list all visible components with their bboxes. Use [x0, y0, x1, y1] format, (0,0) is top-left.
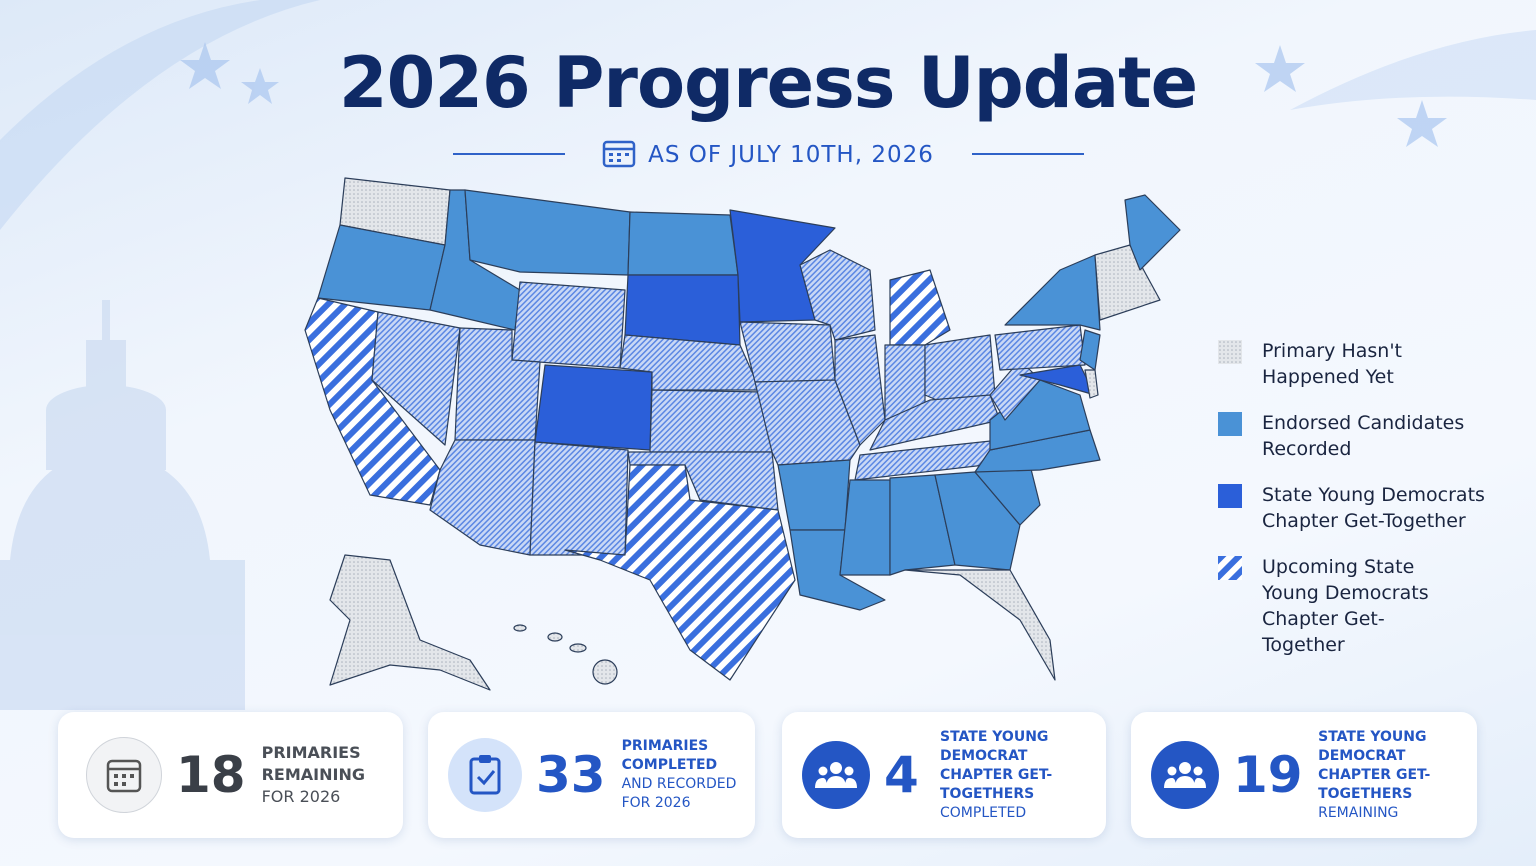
stat-number: 4 — [884, 746, 919, 804]
stat-card: 33 PRIMARIES COMPLETED AND RECORDED FOR 2… — [428, 712, 755, 838]
swatch — [1218, 412, 1242, 436]
legend-label: Endorsed Candidates Recorded — [1262, 412, 1465, 460]
stat-note: REMAINING — [1318, 804, 1399, 821]
legend-item: Upcoming State Young Democrats Chapter G… — [1218, 554, 1488, 658]
date: AS OF JULY 10TH, 2026 — [0, 138, 1536, 168]
stat-label: PRIMARIES REMAINING FOR 2026 — [262, 742, 372, 808]
legend-item: Endorsed Candidates Recorded — [1218, 410, 1488, 462]
stat-note: COMPLETED — [940, 804, 1027, 821]
swatch — [1218, 556, 1242, 580]
stat-card: 18 PRIMARIES REMAINING FOR 2026 — [58, 712, 403, 838]
stat-number: 18 — [176, 746, 246, 804]
swatch — [1218, 340, 1242, 364]
stat-card: 19 STATE YOUNG DEMOCRAT CHAPTER GET-TOGE… — [1131, 712, 1477, 838]
stat-number: 19 — [1233, 746, 1303, 804]
title: 2026 Progress Update — [338, 42, 1198, 124]
legend-item: State Young Democrats Chapter Get-Togeth… — [1218, 482, 1488, 534]
stat-label: STATE YOUNG DEMOCRAT CHAPTER GET-TOGETHE… — [940, 728, 1100, 823]
rule — [972, 153, 1084, 155]
swatch — [1218, 484, 1242, 508]
calendar-icon — [602, 140, 636, 168]
legend: Primary Hasn't Happened Yet Endorsed Can… — [1218, 338, 1488, 678]
stat-icon — [1151, 741, 1219, 809]
stat-label: STATE YOUNG DEMOCRAT CHAPTER GET-TOGETHE… — [1318, 728, 1477, 823]
stat-icon — [802, 741, 870, 809]
legend-label: Upcoming State Young Democrats Chapter G… — [1262, 556, 1429, 656]
stat-title: PRIMARIES COMPLETED — [621, 738, 718, 773]
stat-title: STATE YOUNG DEMOCRAT CHAPTER GET-TOGETHE… — [1318, 728, 1431, 802]
rule — [453, 153, 565, 155]
people-icon — [815, 762, 857, 788]
legend-label: State Young Democrats Chapter Get-Togeth… — [1262, 484, 1485, 532]
stat-icon — [448, 738, 522, 812]
people-icon — [1164, 762, 1206, 788]
stat-card: 4 STATE YOUNG DEMOCRAT CHAPTER GET-TOGET… — [782, 712, 1106, 838]
stat-number: 33 — [536, 746, 606, 804]
calendar-icon — [106, 759, 142, 793]
stat-title: STATE YOUNG DEMOCRAT CHAPTER GET-TOGETHE… — [940, 728, 1053, 802]
stat-note: FOR 2026 — [261, 787, 341, 806]
stat-title: PRIMARIES REMAINING — [261, 743, 365, 784]
legend-item: Primary Hasn't Happened Yet — [1218, 338, 1488, 390]
legend-label: Primary Hasn't Happened Yet — [1262, 340, 1403, 388]
date-text: AS OF JULY 10TH, 2026 — [648, 142, 934, 168]
stat-icon — [86, 737, 162, 813]
stat-note: AND RECORDED FOR 2026 — [621, 776, 737, 811]
stat-label: PRIMARIES COMPLETED AND RECORDED FOR 2026 — [622, 737, 742, 813]
clipboard-icon — [469, 755, 501, 795]
